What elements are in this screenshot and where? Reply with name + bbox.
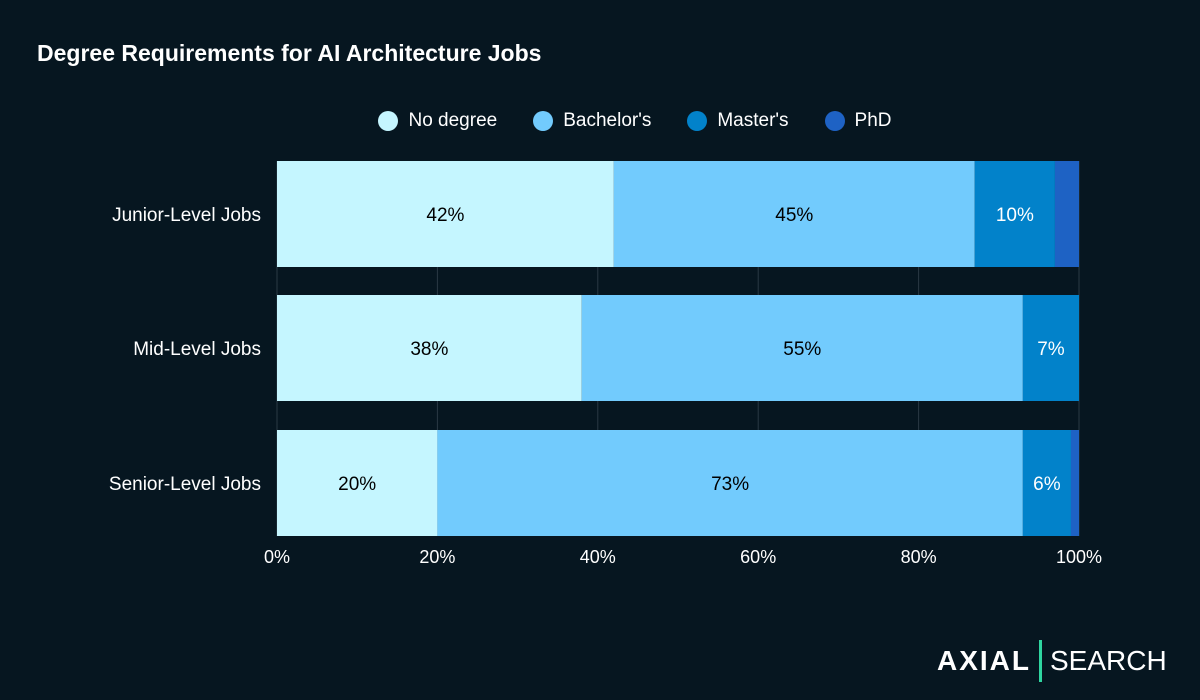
bar-segment [277, 295, 582, 401]
legend-swatch [533, 111, 554, 131]
chart-title: Degree Requirements for AI Architecture … [37, 40, 542, 66]
data-label: 10% [996, 205, 1034, 226]
data-label: 73% [711, 474, 749, 495]
legend-label: Master's [717, 110, 789, 131]
legend-item: Bachelor's [533, 110, 651, 132]
bar-segment [277, 430, 438, 536]
bar-segment [613, 161, 975, 267]
legend-label: Bachelor's [563, 110, 652, 131]
bar-segment [1070, 430, 1079, 536]
bar-segment [1054, 161, 1079, 267]
y-category-label: Junior-Level Jobs [112, 205, 261, 226]
x-tick-label: 0% [264, 547, 290, 567]
bar-segment [437, 430, 1023, 536]
legend-label: PhD [854, 110, 892, 131]
logo-divider [1039, 640, 1042, 682]
bar-segment [1022, 295, 1079, 401]
data-label: 38% [410, 339, 448, 360]
y-category-label: Mid-Level Jobs [133, 339, 261, 360]
data-label: 55% [783, 339, 821, 360]
y-category-label: Senior-Level Jobs [109, 474, 261, 495]
x-tick-label: 100% [1056, 547, 1102, 567]
bar-segment [1022, 430, 1071, 536]
legend: No degree Bachelor's Master's PhD [0, 110, 1200, 132]
legend-item: No degree [378, 110, 497, 132]
bar-segment [974, 161, 1055, 267]
x-tick-label: 20% [419, 547, 455, 567]
bar-segment [581, 295, 1023, 401]
data-label: 20% [338, 474, 376, 495]
data-label: 42% [426, 205, 464, 226]
legend-item: Master's [687, 110, 789, 132]
bar-segment [277, 161, 614, 267]
x-tick-label: 80% [901, 547, 937, 567]
logo-search: SEARCH [1050, 645, 1167, 676]
data-label: 45% [775, 205, 813, 226]
legend-swatch [687, 111, 708, 131]
axial-search-logo: AXIAL SEARCH [937, 640, 1167, 682]
data-label: 7% [1037, 339, 1065, 360]
logo-axial: AXIAL [937, 645, 1031, 676]
legend-swatch [378, 111, 399, 131]
data-label: 6% [1033, 474, 1061, 495]
legend-swatch [824, 111, 845, 131]
legend-label: No degree [408, 110, 498, 131]
legend-item: PhD [824, 110, 892, 132]
x-tick-label: 60% [740, 547, 776, 567]
x-tick-label: 40% [580, 547, 616, 567]
